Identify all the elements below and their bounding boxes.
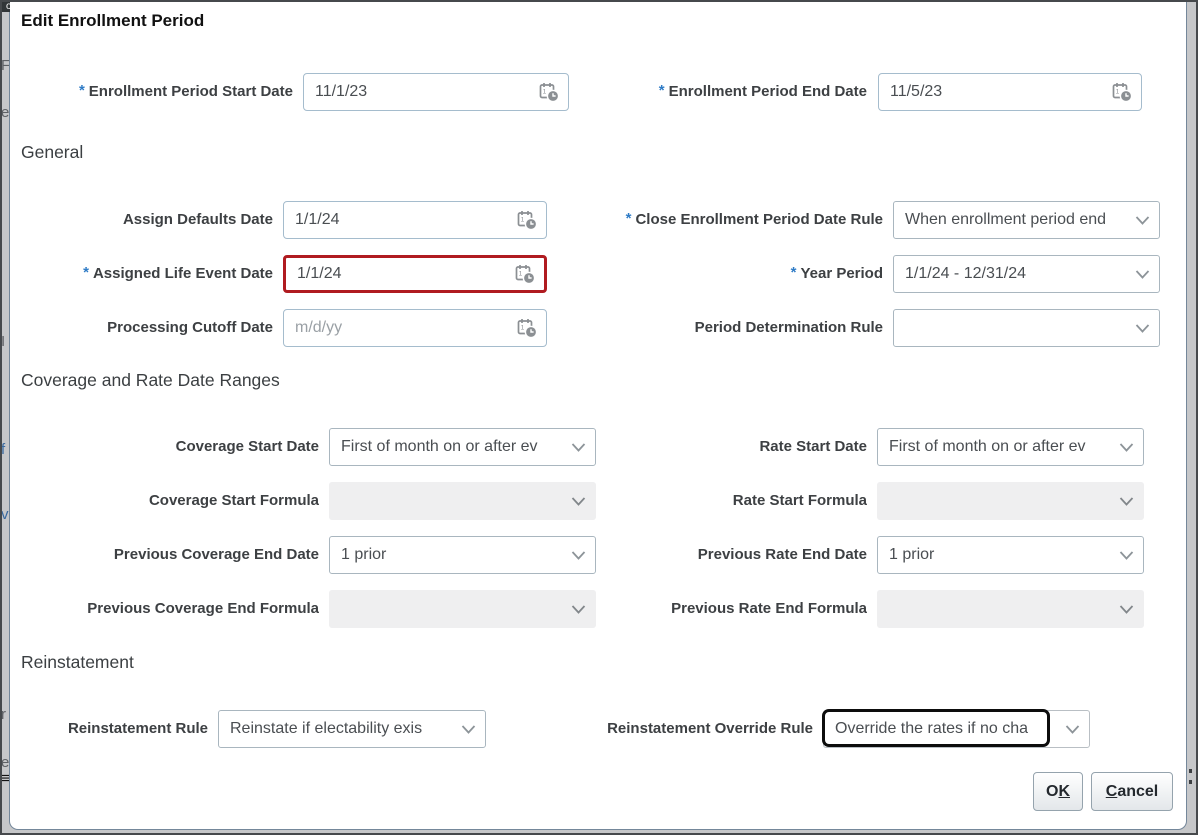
- assigned-life-event-date-field[interactable]: 1: [283, 255, 547, 293]
- previous-rate-end-formula-select: [877, 590, 1144, 628]
- previous-coverage-end-date-label: Previous Coverage End Date: [113, 546, 319, 563]
- processing-cutoff-date-input[interactable]: [284, 310, 516, 346]
- calendar-clock-icon[interactable]: 1: [538, 81, 560, 103]
- chevron-down-icon: [1135, 269, 1150, 279]
- assign-defaults-date-input[interactable]: [284, 202, 516, 238]
- edit-enrollment-period-dialog: Edit Enrollment Period * Enrollment Perio…: [9, 0, 1187, 830]
- chevron-down-icon: [1065, 724, 1080, 734]
- chevron-down-icon: [1119, 442, 1134, 452]
- required-asterisk: *: [78, 82, 85, 99]
- background-dot: [1189, 780, 1192, 784]
- rate-start-formula-select: [877, 482, 1144, 520]
- background-text-fragment: e: [1, 104, 9, 121]
- dialog-title: Edit Enrollment Period: [21, 11, 205, 30]
- enrollment-period-start-date-field[interactable]: 1: [303, 73, 569, 111]
- period-determination-rule-select[interactable]: [893, 309, 1160, 347]
- reinstatement-rule-select[interactable]: Reinstate if electability exis: [218, 710, 486, 748]
- calendar-clock-icon[interactable]: 1: [514, 263, 536, 285]
- background-text-fragment: v: [1, 506, 9, 523]
- reinstatement-override-rule-label: Reinstatement Override Rule: [607, 720, 813, 737]
- background-text-fragment: I: [1, 333, 6, 350]
- enrollment-period-start-date-input[interactable]: [304, 74, 538, 110]
- enrollment-period-end-date-field[interactable]: 1: [878, 73, 1142, 111]
- svg-text:1: 1: [519, 271, 523, 278]
- required-asterisk: *: [83, 264, 89, 281]
- svg-text:1: 1: [521, 217, 525, 224]
- chevron-down-icon: [571, 550, 586, 560]
- svg-text:1: 1: [521, 325, 525, 332]
- year-period-label: * Year Period: [790, 264, 883, 282]
- coverage-start-date-label: Coverage Start Date: [175, 438, 319, 455]
- background-dark-corner: o: [0, 0, 10, 12]
- reinstatement-override-rule-select[interactable]: Override the rates if no cha: [822, 709, 1090, 748]
- svg-text:1: 1: [1116, 89, 1120, 96]
- assign-defaults-date-label: Assign Defaults Date: [122, 211, 273, 228]
- rate-start-date-select[interactable]: First of month on or after ev: [877, 428, 1144, 466]
- enrollment-period-end-date-label: * Enrollment Period End Date: [658, 82, 867, 100]
- chevron-down-icon: [1119, 604, 1134, 614]
- chevron-down-icon: [1119, 496, 1134, 506]
- year-period-select[interactable]: 1/1/24 - 12/31/24: [893, 255, 1160, 293]
- background-text-fragment: e: [1, 754, 9, 771]
- background-dot: [1189, 769, 1192, 773]
- chevron-down-icon: [1135, 215, 1150, 225]
- background-list-icon: ≡: [1, 770, 9, 787]
- previous-coverage-end-formula-select: [329, 590, 596, 628]
- coverage-start-formula-label: Coverage Start Formula: [148, 492, 319, 509]
- chevron-down-icon: [571, 496, 586, 506]
- chevron-down-icon: [461, 724, 476, 734]
- required-asterisk: *: [658, 82, 665, 99]
- background-text-fragment: f: [1, 441, 6, 458]
- previous-rate-end-formula-label: Previous Rate End Formula: [671, 600, 867, 617]
- rate-start-formula-label: Rate Start Formula: [732, 492, 867, 509]
- previous-coverage-end-formula-label: Previous Coverage End Formula: [87, 600, 319, 617]
- coverage-start-formula-select: [329, 482, 596, 520]
- calendar-clock-icon[interactable]: 1: [516, 209, 538, 231]
- processing-cutoff-date-label: Processing Cutoff Date: [107, 319, 273, 336]
- assigned-life-event-date-input[interactable]: [286, 258, 514, 290]
- chevron-down-icon: [571, 604, 586, 614]
- required-asterisk: *: [790, 264, 797, 281]
- assign-defaults-date-field[interactable]: 1: [283, 201, 547, 239]
- chevron-down-icon: [571, 442, 586, 452]
- previous-rate-end-date-select[interactable]: 1 prior: [877, 536, 1144, 574]
- rate-start-date-label: Rate Start Date: [759, 438, 867, 455]
- processing-cutoff-date-field[interactable]: 1: [283, 309, 547, 347]
- chevron-down-icon: [1119, 550, 1134, 560]
- enrollment-period-end-date-input[interactable]: [879, 74, 1111, 110]
- assigned-life-event-date-label: * Assigned Life Event Date: [83, 264, 273, 282]
- required-asterisk: *: [625, 210, 632, 227]
- period-determination-rule-label: Period Determination Rule: [694, 319, 883, 336]
- background-text-fragment: F: [1, 57, 9, 74]
- enrollment-period-start-date-label: * Enrollment Period Start Date: [78, 82, 293, 100]
- previous-coverage-end-date-select[interactable]: 1 prior: [329, 536, 596, 574]
- section-heading-general: General: [21, 142, 84, 162]
- coverage-start-date-select[interactable]: First of month on or after ev: [329, 428, 596, 466]
- chevron-down-icon: [1135, 323, 1150, 333]
- section-heading-reinstatement: Reinstatement: [21, 652, 134, 672]
- close-enrollment-period-date-rule-label: * Close Enrollment Period Date Rule: [625, 210, 883, 228]
- background-text-fragment: r: [1, 706, 6, 723]
- previous-rate-end-date-label: Previous Rate End Date: [697, 546, 867, 563]
- section-heading-coverage-rate: Coverage and Rate Date Ranges: [21, 370, 280, 390]
- svg-text:1: 1: [543, 89, 547, 96]
- reinstatement-rule-label: Reinstatement Rule: [67, 720, 208, 737]
- close-enrollment-period-date-rule-select[interactable]: When enrollment period end: [893, 201, 1160, 239]
- calendar-clock-icon[interactable]: 1: [1111, 81, 1133, 103]
- calendar-clock-icon[interactable]: 1: [516, 317, 538, 339]
